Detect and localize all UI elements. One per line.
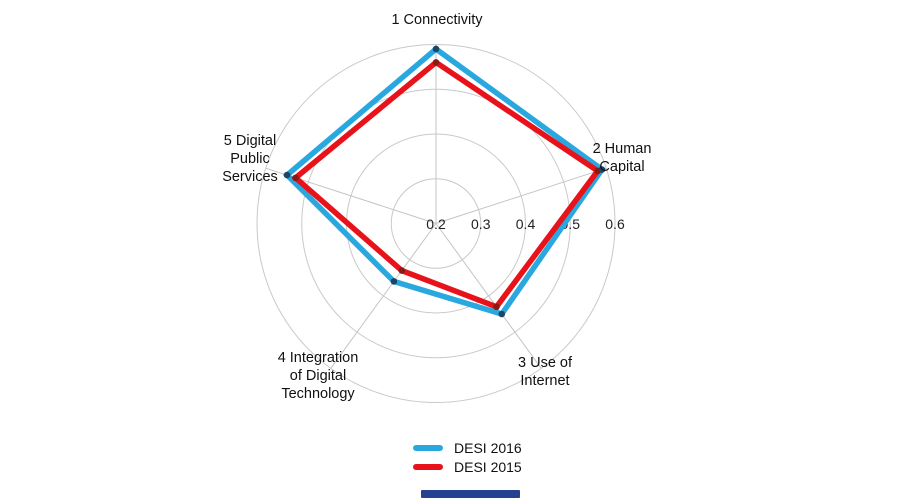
legend-label-desi-2015: DESI 2015: [454, 459, 522, 475]
legend-item-desi-2015: DESI 2015: [413, 459, 522, 475]
radial-tick-label: 0.6: [605, 216, 625, 232]
bottom-edge-bar[interactable]: [421, 490, 520, 498]
data-point-marker-desi-2016: [390, 278, 398, 285]
axis-label-human-capital: 2 Human Capital: [592, 141, 652, 175]
radial-tick-label: 0.4: [516, 216, 536, 232]
axis-spoke: [435, 167, 607, 224]
data-point-marker-desi-2016: [283, 171, 291, 179]
legend-label-desi-2016: DESI 2016: [454, 440, 522, 456]
legend: DESI 2016 DESI 2015: [413, 440, 522, 475]
data-point-marker-desi-2016: [598, 166, 606, 173]
axis-label-use-of-internet: 3 Use of Internet: [518, 355, 572, 389]
data-point-marker-desi-2015: [292, 174, 299, 182]
legend-swatch-desi-2015: [413, 464, 443, 470]
legend-item-desi-2016: DESI 2016: [413, 440, 522, 456]
data-point-marker-desi-2016: [498, 310, 506, 318]
axis-label-digital-public-services: 5 Digital Public Services: [222, 133, 278, 185]
data-point-marker-desi-2016: [432, 45, 440, 53]
radial-tick-label: 0.2: [426, 216, 446, 232]
data-point-marker-desi-2015: [398, 267, 406, 274]
axis-label-integration-of-digital-technology: 4 Integration of Digital Technology: [277, 350, 359, 402]
data-point-marker-desi-2015: [493, 303, 500, 311]
legend-swatch-desi-2016: [413, 445, 443, 451]
data-point-marker-desi-2015: [432, 59, 440, 66]
axis-label-connectivity: 1 Connectivity: [391, 12, 483, 28]
series-line-desi-2015: [291, 58, 602, 311]
axis-spoke: [330, 223, 437, 369]
radial-tick-label: 0.3: [471, 216, 491, 232]
axis-spoke: [435, 223, 542, 369]
series-line-desi-2016: [282, 45, 606, 318]
